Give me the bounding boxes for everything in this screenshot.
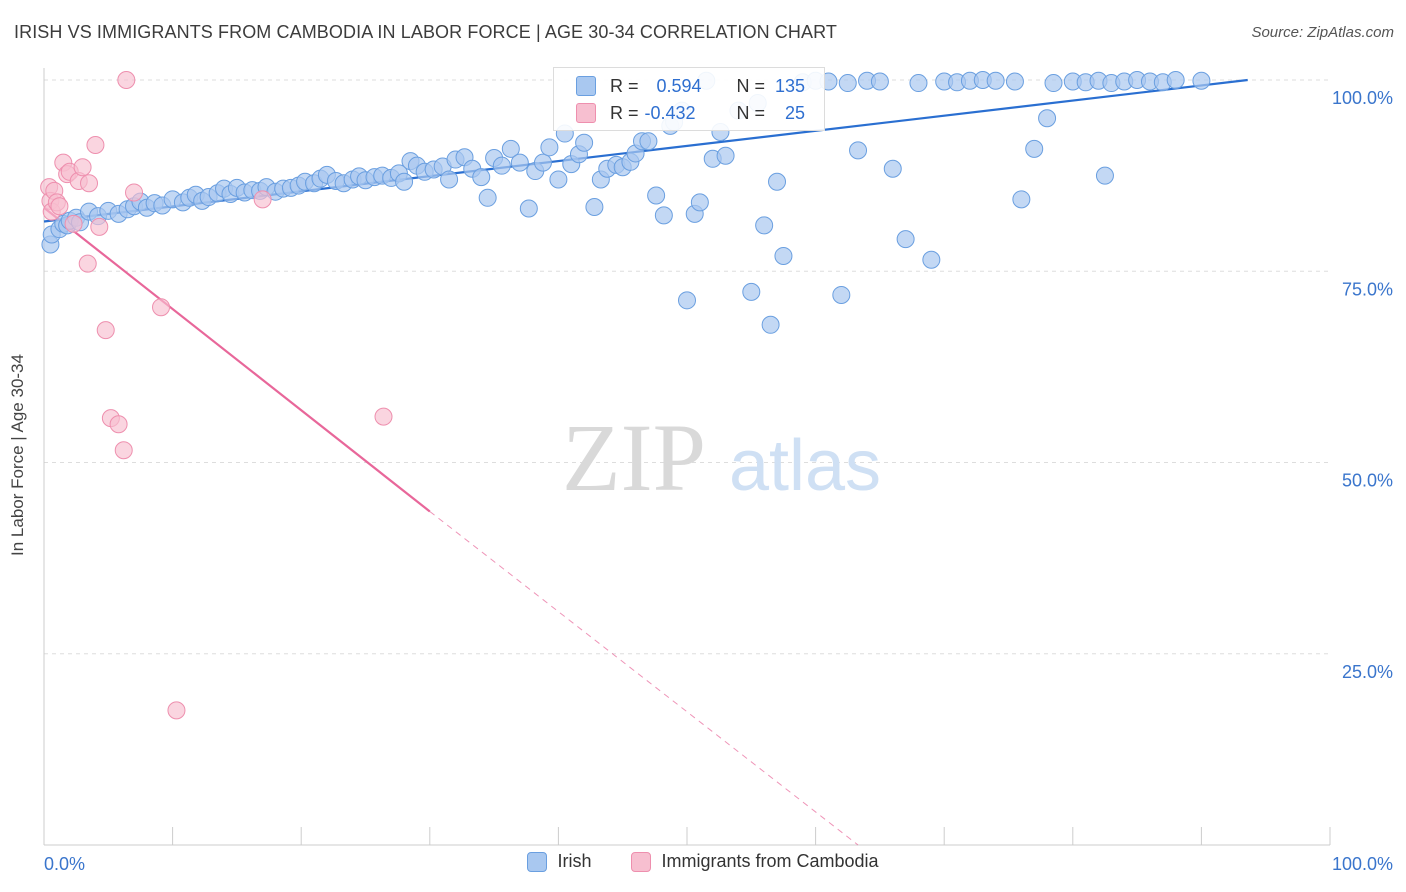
irish-point-55 (440, 170, 459, 189)
legend-item-irish[interactable]: Irish (527, 851, 591, 872)
irish-point-122 (1038, 109, 1057, 128)
cambodia-point-12 (78, 254, 97, 273)
stats-row-irish: R = 0.594 N = 135 (576, 73, 805, 99)
irish-point-63 (501, 139, 520, 158)
irish-point-82 (639, 132, 658, 151)
irish-point-69 (549, 170, 568, 189)
irish-point-98 (755, 216, 774, 235)
watermark-atlas: atlas (729, 426, 881, 506)
irish-point-62 (492, 156, 511, 175)
irish-point-113 (922, 250, 941, 269)
irish-point-110 (883, 159, 902, 178)
irish-point-99 (761, 315, 780, 334)
irish-point-112 (909, 74, 928, 93)
source-credit: Source: ZipAtlas.com (1251, 24, 1394, 41)
cambodia-point-21 (125, 183, 144, 202)
irish-point-94 (716, 146, 735, 165)
tick-labels: 25.0% 50.0% 75.0% 100.0% 0.0% 100.0% (44, 88, 1393, 874)
irish-r-value: 0.594 (656, 75, 702, 96)
cambodia-r-label: R = (610, 102, 639, 123)
irish-point-83 (647, 186, 666, 205)
watermark-zip: ZIP (562, 404, 706, 511)
irish-n-value: 135 (775, 75, 806, 96)
x-tick-label-max: 100.0% (1332, 854, 1393, 874)
cambodia-r-value: -0.432 (644, 102, 696, 123)
irish-n-label: N = (736, 75, 766, 96)
cambodia-point-18 (109, 415, 128, 434)
irish-r-label: R = (610, 75, 639, 96)
legend-item-cambodia[interactable]: Immigrants from Cambodia (631, 851, 879, 872)
irish-point-49 (395, 172, 414, 191)
chart-legend: Irish Immigrants from Cambodia (0, 851, 1406, 872)
irish-point-111 (896, 230, 915, 249)
cambodia-point-14 (86, 136, 105, 155)
irish-point-67 (533, 153, 552, 172)
cambodia-trend-line (43, 206, 431, 513)
legend-swatch-cambodia (631, 851, 652, 872)
cambodia-point-20 (117, 71, 136, 89)
legend-label-irish: Irish (557, 851, 592, 871)
irish-point-74 (585, 197, 604, 216)
irish-point-119 (1005, 72, 1024, 91)
irish-point-60 (478, 188, 497, 207)
cambodia-point-24 (253, 190, 272, 209)
irish-point-65 (519, 199, 538, 218)
irish-point-64 (510, 153, 529, 172)
cambodia-point-16 (96, 321, 115, 340)
cambodia-points (40, 71, 393, 720)
cambodia-point-13 (80, 174, 99, 193)
irish-point-84 (654, 206, 673, 225)
irish-point-134 (1192, 71, 1211, 90)
irish-point-96 (742, 282, 761, 301)
cambodia-point-23 (167, 701, 186, 720)
y-tick-label-100: 100.0% (1332, 88, 1393, 108)
legend-label-cambodia: Immigrants from Cambodia (661, 851, 879, 871)
irish-point-118 (986, 71, 1005, 90)
irish-point-100 (768, 172, 787, 191)
irish-point-59 (472, 168, 491, 187)
x-tick-label-min: 0.0% (44, 854, 85, 874)
stats-box: R = 0.594 N = 135 R = -0.432 N = 25 (553, 67, 825, 131)
irish-point-73 (575, 133, 594, 152)
irish-point-133 (1166, 71, 1185, 89)
irish-point-106 (838, 74, 857, 93)
stats-swatch-irish (576, 76, 596, 96)
y-tick-label-25: 25.0% (1342, 662, 1393, 682)
irish-point-121 (1025, 139, 1044, 158)
legend-swatch-irish (527, 851, 548, 872)
cambodia-point-5 (50, 197, 69, 216)
stats-row-cambodia: R = -0.432 N = 25 (576, 100, 805, 126)
cambodia-point-19 (114, 441, 133, 460)
irish-point-127 (1095, 166, 1114, 185)
chart-title: IRISH VS IMMIGRANTS FROM CAMBODIA IN LAB… (14, 22, 837, 42)
cambodia-n-value: 25 (785, 102, 806, 123)
cambodia-point-25 (374, 407, 393, 426)
cambodia-point-9 (64, 214, 83, 233)
irish-point-120 (1012, 190, 1031, 209)
irish-point-90 (690, 193, 709, 212)
irish-point-88 (678, 291, 696, 310)
stats-swatch-cambodia (576, 103, 596, 123)
cambodia-point-11 (73, 158, 92, 177)
irish-point-109 (870, 72, 889, 91)
irish-point-105 (832, 285, 851, 304)
irish-point-68 (540, 138, 559, 157)
gridlines (44, 79, 1330, 655)
cambodia-point-22 (152, 298, 171, 317)
watermark: ZIP atlas (562, 404, 881, 511)
irish-point-107 (849, 141, 868, 160)
y-tick-label-75: 75.0% (1342, 279, 1393, 299)
cambodia-point-15 (90, 217, 109, 236)
y-axis-label: In Labor Force | Age 30-34 (8, 354, 27, 556)
irish-point-123 (1044, 74, 1063, 93)
cambodia-trend-extension (429, 511, 859, 846)
cambodia-n-label: N = (736, 102, 766, 123)
irish-point-101 (774, 246, 793, 265)
y-tick-label-50: 50.0% (1342, 471, 1393, 491)
